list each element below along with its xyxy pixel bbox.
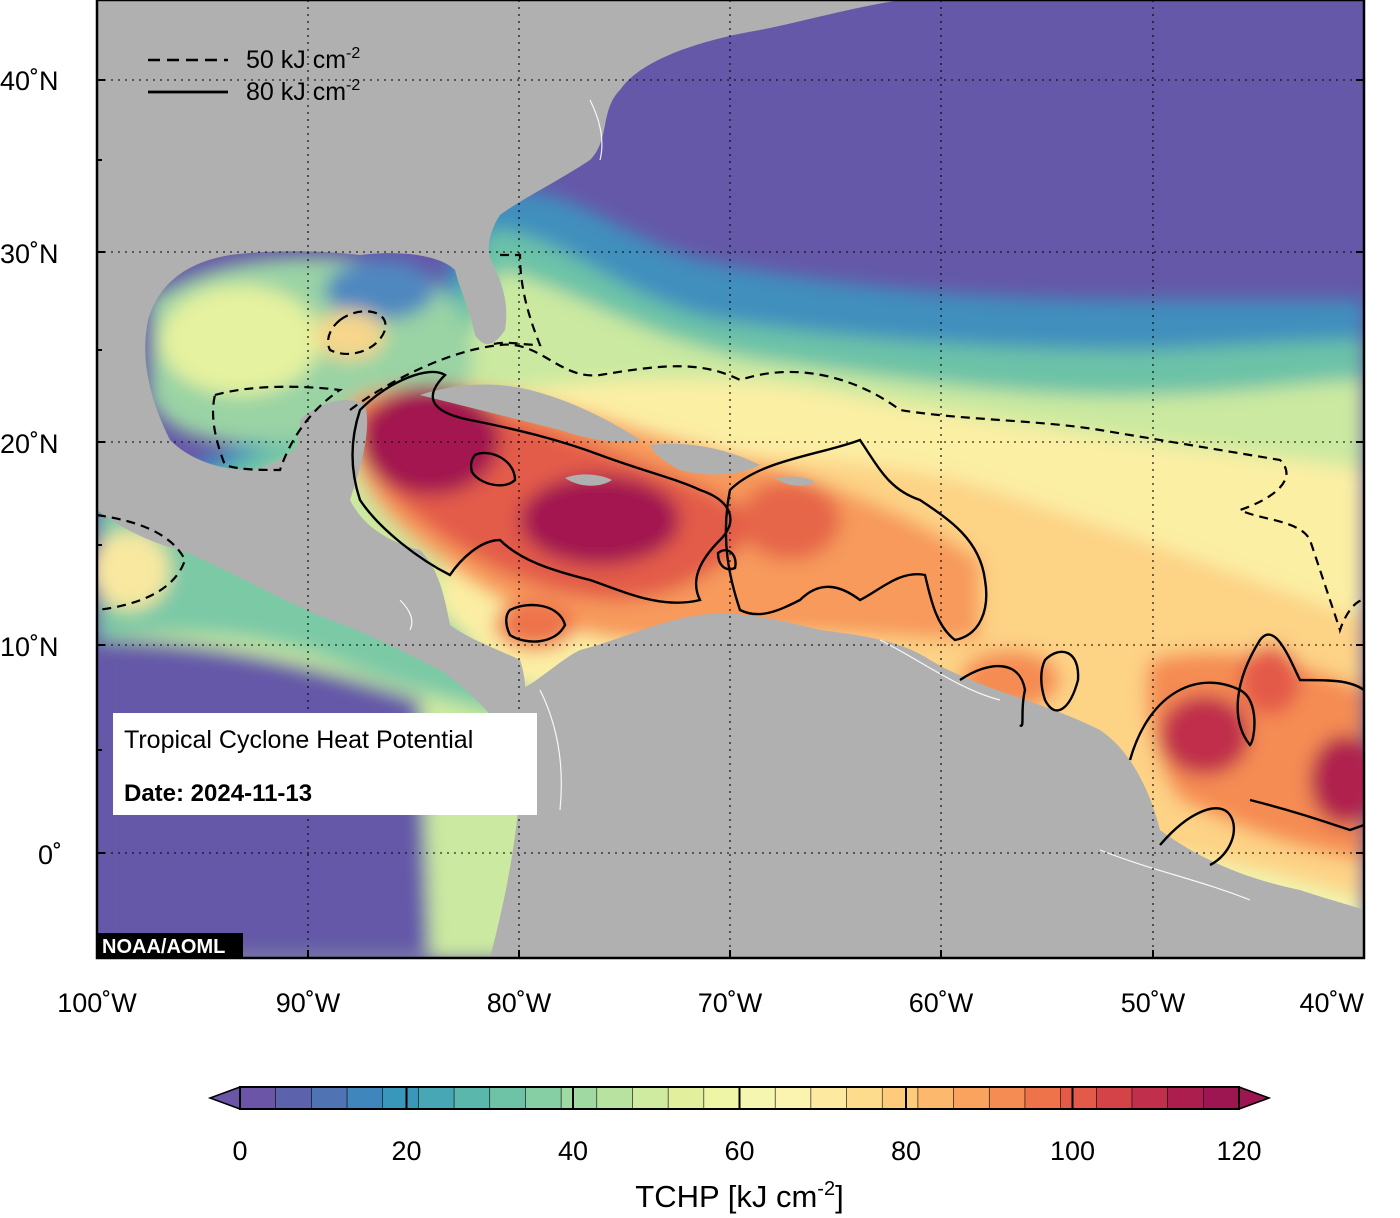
latitude-labels: 40˚N 30˚N 20˚N 10˚N 0˚ bbox=[0, 66, 62, 870]
credit-badge: NOAA/AOML bbox=[97, 933, 243, 958]
colorbar-cell bbox=[775, 1087, 812, 1109]
colorbar-cell bbox=[989, 1087, 1026, 1109]
lat-label-10n: 10˚N bbox=[0, 632, 59, 662]
colorbar-cell bbox=[311, 1087, 348, 1109]
colorbar-cell bbox=[846, 1087, 883, 1109]
lon-label-100w: 100˚W bbox=[57, 988, 137, 1018]
colorbar-low-arrow bbox=[207, 1085, 241, 1111]
colorbar-cells bbox=[240, 1087, 1240, 1109]
colorbar-cell bbox=[454, 1087, 491, 1109]
land-masses bbox=[97, 0, 1364, 958]
colorbar-tick-60: 60 bbox=[724, 1136, 754, 1166]
colorbar-cell bbox=[1167, 1087, 1204, 1109]
colorbar-cell bbox=[1096, 1087, 1133, 1109]
colorbar-tick-120: 120 bbox=[1216, 1136, 1261, 1166]
colorbar-cell bbox=[347, 1087, 384, 1109]
lat-label-20n: 20˚N bbox=[0, 429, 59, 459]
colorbar-cell bbox=[1131, 1087, 1169, 1109]
colorbar-cell bbox=[275, 1087, 312, 1109]
legend-label-50: 50 kJ cm-2 bbox=[246, 45, 360, 74]
lat-label-0: 0˚ bbox=[38, 840, 62, 870]
title-box-background bbox=[113, 713, 537, 815]
colorbar-cell bbox=[882, 1087, 919, 1109]
coastlines bbox=[399, 99, 1251, 901]
lat-label-40n: 40˚N bbox=[0, 66, 59, 96]
colorbar-cell bbox=[810, 1087, 848, 1109]
colorbar-ticks bbox=[239, 1087, 1240, 1109]
colorbar-tick-20: 20 bbox=[391, 1136, 421, 1166]
colorbar-tick-100: 100 bbox=[1050, 1136, 1095, 1166]
colorbar-cell bbox=[703, 1087, 741, 1109]
lon-label-40w: 40˚W bbox=[1299, 988, 1364, 1018]
credit-text: NOAA/AOML bbox=[102, 936, 225, 958]
colorbar-cell bbox=[1060, 1087, 1097, 1109]
lat-label-30n: 30˚N bbox=[0, 239, 59, 269]
colorbar-high-arrow bbox=[1238, 1085, 1272, 1111]
longitude-labels: 100˚W 90˚W 80˚W 70˚W 60˚W 50˚W 40˚W bbox=[57, 988, 1364, 1018]
colorbar-cell bbox=[382, 1087, 419, 1109]
colorbar-cell bbox=[489, 1087, 527, 1109]
title-box: Tropical Cyclone Heat Potential Date: 20… bbox=[113, 713, 537, 815]
lon-label-80w: 80˚W bbox=[487, 988, 552, 1018]
colorbar: 0 20 40 60 80 100 120 TCHP [kJ cm-2] bbox=[207, 1085, 1272, 1214]
lon-label-90w: 90˚W bbox=[276, 988, 341, 1018]
colorbar-tick-40: 40 bbox=[558, 1136, 588, 1166]
contour-50 bbox=[97, 253, 1364, 634]
colorbar-tick-0: 0 bbox=[232, 1136, 247, 1166]
lon-label-70w: 70˚W bbox=[698, 988, 763, 1018]
colorbar-cell bbox=[596, 1087, 634, 1109]
colorbar-cell bbox=[739, 1087, 776, 1109]
colorbar-cell bbox=[917, 1087, 955, 1109]
title-box-date: Date: 2024-11-13 bbox=[124, 780, 312, 807]
colorbar-cell bbox=[668, 1087, 705, 1109]
tick-marks bbox=[97, 79, 1364, 958]
colorbar-cell bbox=[525, 1087, 562, 1109]
colorbar-cell bbox=[418, 1087, 455, 1109]
colorbar-label: TCHP [kJ cm-2] bbox=[635, 1178, 843, 1214]
map-panel bbox=[97, 0, 1364, 958]
title-box-title: Tropical Cyclone Heat Potential bbox=[124, 726, 473, 754]
colorbar-cell bbox=[1203, 1087, 1240, 1109]
colorbar-tick-80: 80 bbox=[891, 1136, 921, 1166]
legend-label-80: 80 kJ cm-2 bbox=[246, 77, 360, 106]
contour-80 bbox=[351, 370, 1364, 867]
colorbar-cell bbox=[240, 1087, 277, 1109]
colorbar-cell bbox=[1024, 1087, 1062, 1109]
lon-label-50w: 50˚W bbox=[1121, 988, 1186, 1018]
colorbar-cell bbox=[561, 1087, 598, 1109]
colorbar-cell bbox=[632, 1087, 669, 1109]
colorbar-cell bbox=[953, 1087, 990, 1109]
lon-label-60w: 60˚W bbox=[909, 988, 974, 1018]
contour-legend: 50 kJ cm-2 80 kJ cm-2 bbox=[148, 45, 360, 106]
